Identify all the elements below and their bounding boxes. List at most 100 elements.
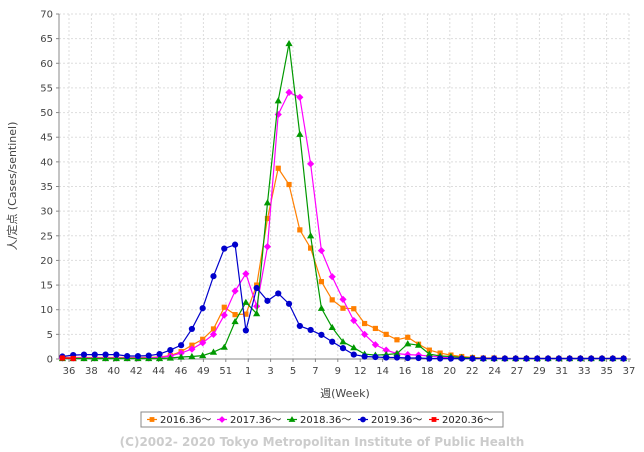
data-point (329, 339, 335, 345)
legend-marker (150, 417, 155, 422)
y-tick-label: 15 (40, 281, 53, 292)
data-point (264, 298, 270, 304)
x-tick-label: 31 (555, 366, 568, 377)
y-tick-label: 10 (40, 305, 53, 316)
data-point (599, 355, 605, 361)
data-point (351, 306, 356, 311)
data-point (210, 273, 216, 279)
data-point (92, 351, 98, 357)
data-point (545, 355, 551, 361)
data-point (330, 297, 335, 302)
data-point (372, 354, 378, 360)
data-point (340, 306, 345, 311)
y-tick-label: 20 (40, 256, 53, 267)
data-point (523, 355, 529, 361)
y-tick-label: 5 (47, 330, 53, 341)
data-point (243, 327, 249, 333)
y-tick-label: 45 (40, 133, 53, 144)
data-point (297, 323, 303, 329)
x-axis-title: 週(Week) (320, 387, 370, 400)
data-point (405, 335, 410, 340)
data-point (491, 355, 497, 361)
y-tick-label: 60 (40, 59, 53, 70)
data-point (286, 182, 291, 187)
data-point (286, 301, 292, 307)
legend-label: 2020.36～ (442, 415, 493, 426)
legend-label: 2019.36～ (371, 415, 422, 426)
y-tick-label: 70 (40, 10, 53, 21)
data-point (146, 352, 152, 358)
data-point (351, 351, 357, 357)
y-tick-label: 0 (47, 355, 53, 366)
y-tick-label: 50 (40, 108, 53, 119)
data-point (308, 327, 314, 333)
data-point (254, 285, 260, 291)
data-point (534, 355, 540, 361)
x-tick-label: 36 (63, 366, 76, 377)
data-point (276, 166, 281, 171)
data-point (189, 326, 195, 332)
x-tick-label: 1 (245, 366, 251, 377)
legend-marker (360, 417, 366, 423)
data-point (513, 355, 519, 361)
copyright-text: (C)2002- 2020 Tokyo Metropolitan Institu… (120, 435, 525, 449)
x-tick-label: 27 (511, 366, 524, 377)
legend-label: 2016.36～ (160, 415, 211, 426)
x-tick-label: 18 (421, 366, 434, 377)
y-tick-label: 30 (40, 207, 53, 218)
data-point (221, 246, 227, 252)
data-point (502, 355, 508, 361)
y-tick-label: 55 (40, 83, 53, 94)
x-tick-label: 46 (175, 366, 188, 377)
plot-area: 0510152025303540455055606570 36 38 40 42 44 4… (40, 10, 635, 378)
data-point (415, 355, 421, 361)
x-tick-label: 9 (335, 366, 341, 377)
legend: 2016.36～ 2017.36～ 2018.36～ 2019.36～ 2020.36～ (141, 412, 503, 427)
data-point (156, 351, 162, 357)
x-tick-label: 44 (152, 366, 165, 377)
data-point (319, 279, 324, 284)
data-point (621, 355, 627, 361)
x-tick-label: 22 (466, 366, 479, 377)
data-point (437, 355, 443, 361)
x-tick-label: 5 (290, 366, 296, 377)
data-point (480, 355, 486, 361)
y-axis-title: 人/定点 (Cases/sentinel) (5, 122, 19, 251)
data-point (556, 355, 562, 361)
data-point (60, 355, 65, 360)
data-point (362, 321, 367, 326)
x-tick-label: 38 (85, 366, 98, 377)
data-point (373, 326, 378, 331)
data-point (340, 345, 346, 351)
data-point (113, 351, 119, 357)
x-tick-label: 51 (219, 366, 232, 377)
data-point (459, 355, 465, 361)
data-point (394, 354, 400, 360)
x-tick-label: 12 (354, 366, 367, 377)
data-point (469, 355, 475, 361)
data-point (426, 355, 432, 361)
data-point (232, 242, 238, 248)
x-tick-label: 40 (107, 366, 120, 377)
x-tick-label: 42 (130, 366, 143, 377)
data-point (567, 355, 573, 361)
x-tick-label: 24 (488, 366, 501, 377)
x-tick-label: 37 (623, 366, 636, 377)
x-axis-ticks: 36 38 40 42 44 46 49 51 1 3 5 7 9 12 14 16 18 20 22 24 27 29 3… (63, 359, 636, 377)
data-point (361, 353, 367, 359)
legend-label: 2018.36～ (300, 415, 351, 426)
y-axis-ticks: 0 5 10 15 20 25 30 35 40 45 50 55 60 65 70 (40, 10, 59, 366)
x-tick-label: 20 (443, 366, 456, 377)
legend-label: 2017.36～ (230, 415, 281, 426)
data-point (232, 312, 237, 317)
data-point (102, 351, 108, 357)
y-tick-label: 35 (40, 182, 53, 193)
x-tick-label: 14 (376, 366, 389, 377)
x-tick-label: 3 (267, 366, 273, 377)
data-point (135, 353, 141, 359)
y-tick-label: 65 (40, 34, 53, 45)
x-tick-label: 16 (399, 366, 412, 377)
x-tick-label: 33 (578, 366, 591, 377)
y-tick-label: 25 (40, 231, 53, 242)
